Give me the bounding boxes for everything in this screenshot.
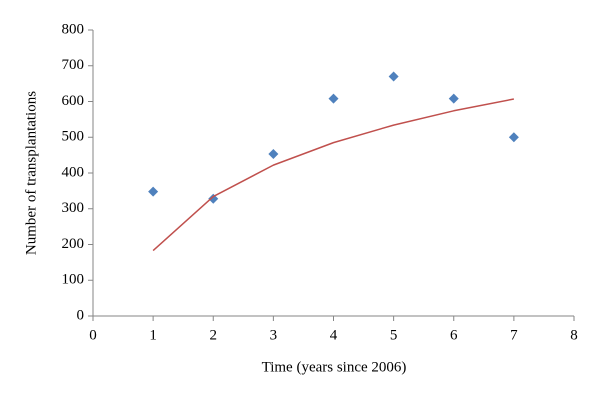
- y-tick-label: 800: [62, 21, 85, 37]
- marker: [208, 193, 219, 204]
- x-tick-label: 7: [510, 327, 518, 343]
- y-tick-label: 600: [62, 93, 85, 109]
- x-tick-label: 4: [330, 327, 338, 343]
- x-tick-label: 0: [89, 327, 97, 343]
- x-axis-label: Time (years since 2006): [262, 359, 407, 375]
- x-tick-label: 3: [270, 327, 278, 343]
- marker: [508, 132, 519, 143]
- y-tick-label: 400: [62, 164, 85, 180]
- marker: [148, 186, 159, 197]
- y-tick-label: 0: [77, 307, 85, 323]
- marker: [268, 149, 279, 160]
- y-axis-label: Number of transplantations: [23, 91, 39, 255]
- x-tick-label: 1: [149, 327, 157, 343]
- y-tick-label: 500: [62, 129, 85, 145]
- trend-line: [152, 98, 515, 252]
- marker: [388, 71, 399, 82]
- x-tick-label: 8: [570, 327, 578, 343]
- marker: [448, 93, 459, 104]
- marker: [328, 93, 339, 104]
- y-tick-label: 200: [62, 236, 85, 252]
- y-tick-label: 300: [62, 200, 85, 216]
- x-tick-label: 5: [390, 327, 398, 343]
- x-tick-label: 2: [210, 327, 218, 343]
- y-tick-label: 700: [62, 57, 85, 73]
- x-tick-label: 6: [450, 327, 458, 343]
- y-tick-label: 100: [62, 272, 85, 288]
